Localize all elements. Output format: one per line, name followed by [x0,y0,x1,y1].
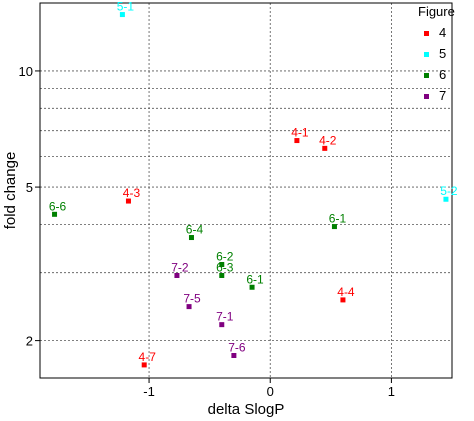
x-tick-label: 0 [267,384,274,399]
point-label: 4-3 [123,186,141,200]
data-point-4-2 [322,145,328,151]
point-label: 6-1 [246,272,264,286]
point-label: 5-2 [440,184,458,198]
point-label: 7-5 [183,292,201,306]
data-point-6-3 [219,272,225,278]
data-point-6-4 [188,235,194,241]
data-point-7-6 [231,352,237,358]
legend-swatch-5 [424,52,429,57]
point-label: 5-1 [117,0,135,14]
point-label: 4-2 [319,133,337,147]
data-point-4-7 [141,362,147,368]
legend-entry-label: 4 [439,25,446,40]
y-tick-label: 10 [19,64,33,79]
point-label: 7-1 [216,310,234,324]
x-tick-label: 1 [388,384,395,399]
plot-area [39,2,453,379]
data-point-4-3 [125,198,131,204]
data-point-6-2 [219,261,225,267]
point-label: 6-6 [49,199,67,213]
point-label: 4-4 [337,285,355,299]
point-label: 4-1 [291,126,309,140]
point-label: 4-7 [139,350,157,364]
point-label: 6-1 [329,212,347,226]
data-point-6-6 [52,211,58,217]
legend-title: Figure [418,4,455,19]
data-point-7-5 [186,304,192,310]
legend-swatch-7 [424,94,429,99]
point-label: 7-6 [228,340,246,354]
y-tick-label: 2 [26,334,33,349]
point-label: 7-2 [171,260,189,274]
data-point-7-1 [219,322,225,328]
legend-swatch-6 [424,73,429,78]
axis-ticks: -1 0 1 2 5 10 [19,64,395,399]
x-axis-title: delta SlogP [208,401,285,418]
legend-entry-label: 7 [439,88,446,103]
data-point-4-4 [340,297,346,303]
y-tick-label: 5 [26,180,33,195]
data-point-6-1 [331,224,337,230]
x-tick-label: -1 [143,384,155,399]
grid-lines [40,3,452,378]
data-point-4-1 [294,138,300,144]
data-points: 4-1 4-2 4-3 4-4 4-7 5-1 5-2 6-6 6-4 6-1 6-26-3 6-1 7… [49,0,458,368]
legend-entry-label: 6 [439,67,446,82]
data-point-5-2 [443,196,449,202]
data-point-6-1 [249,284,255,290]
legend-entry-label: 5 [439,46,446,61]
point-label: 6-3 [216,260,234,274]
y-axis-title: fold change [2,152,19,230]
legend: Figure 4 5 6 7 [418,4,455,103]
legend-swatch-4 [424,31,429,36]
point-label: 6-2 [216,249,234,263]
data-point-7-2 [174,272,180,278]
point-label: 6-4 [186,223,204,237]
data-point-5-1 [119,12,125,18]
